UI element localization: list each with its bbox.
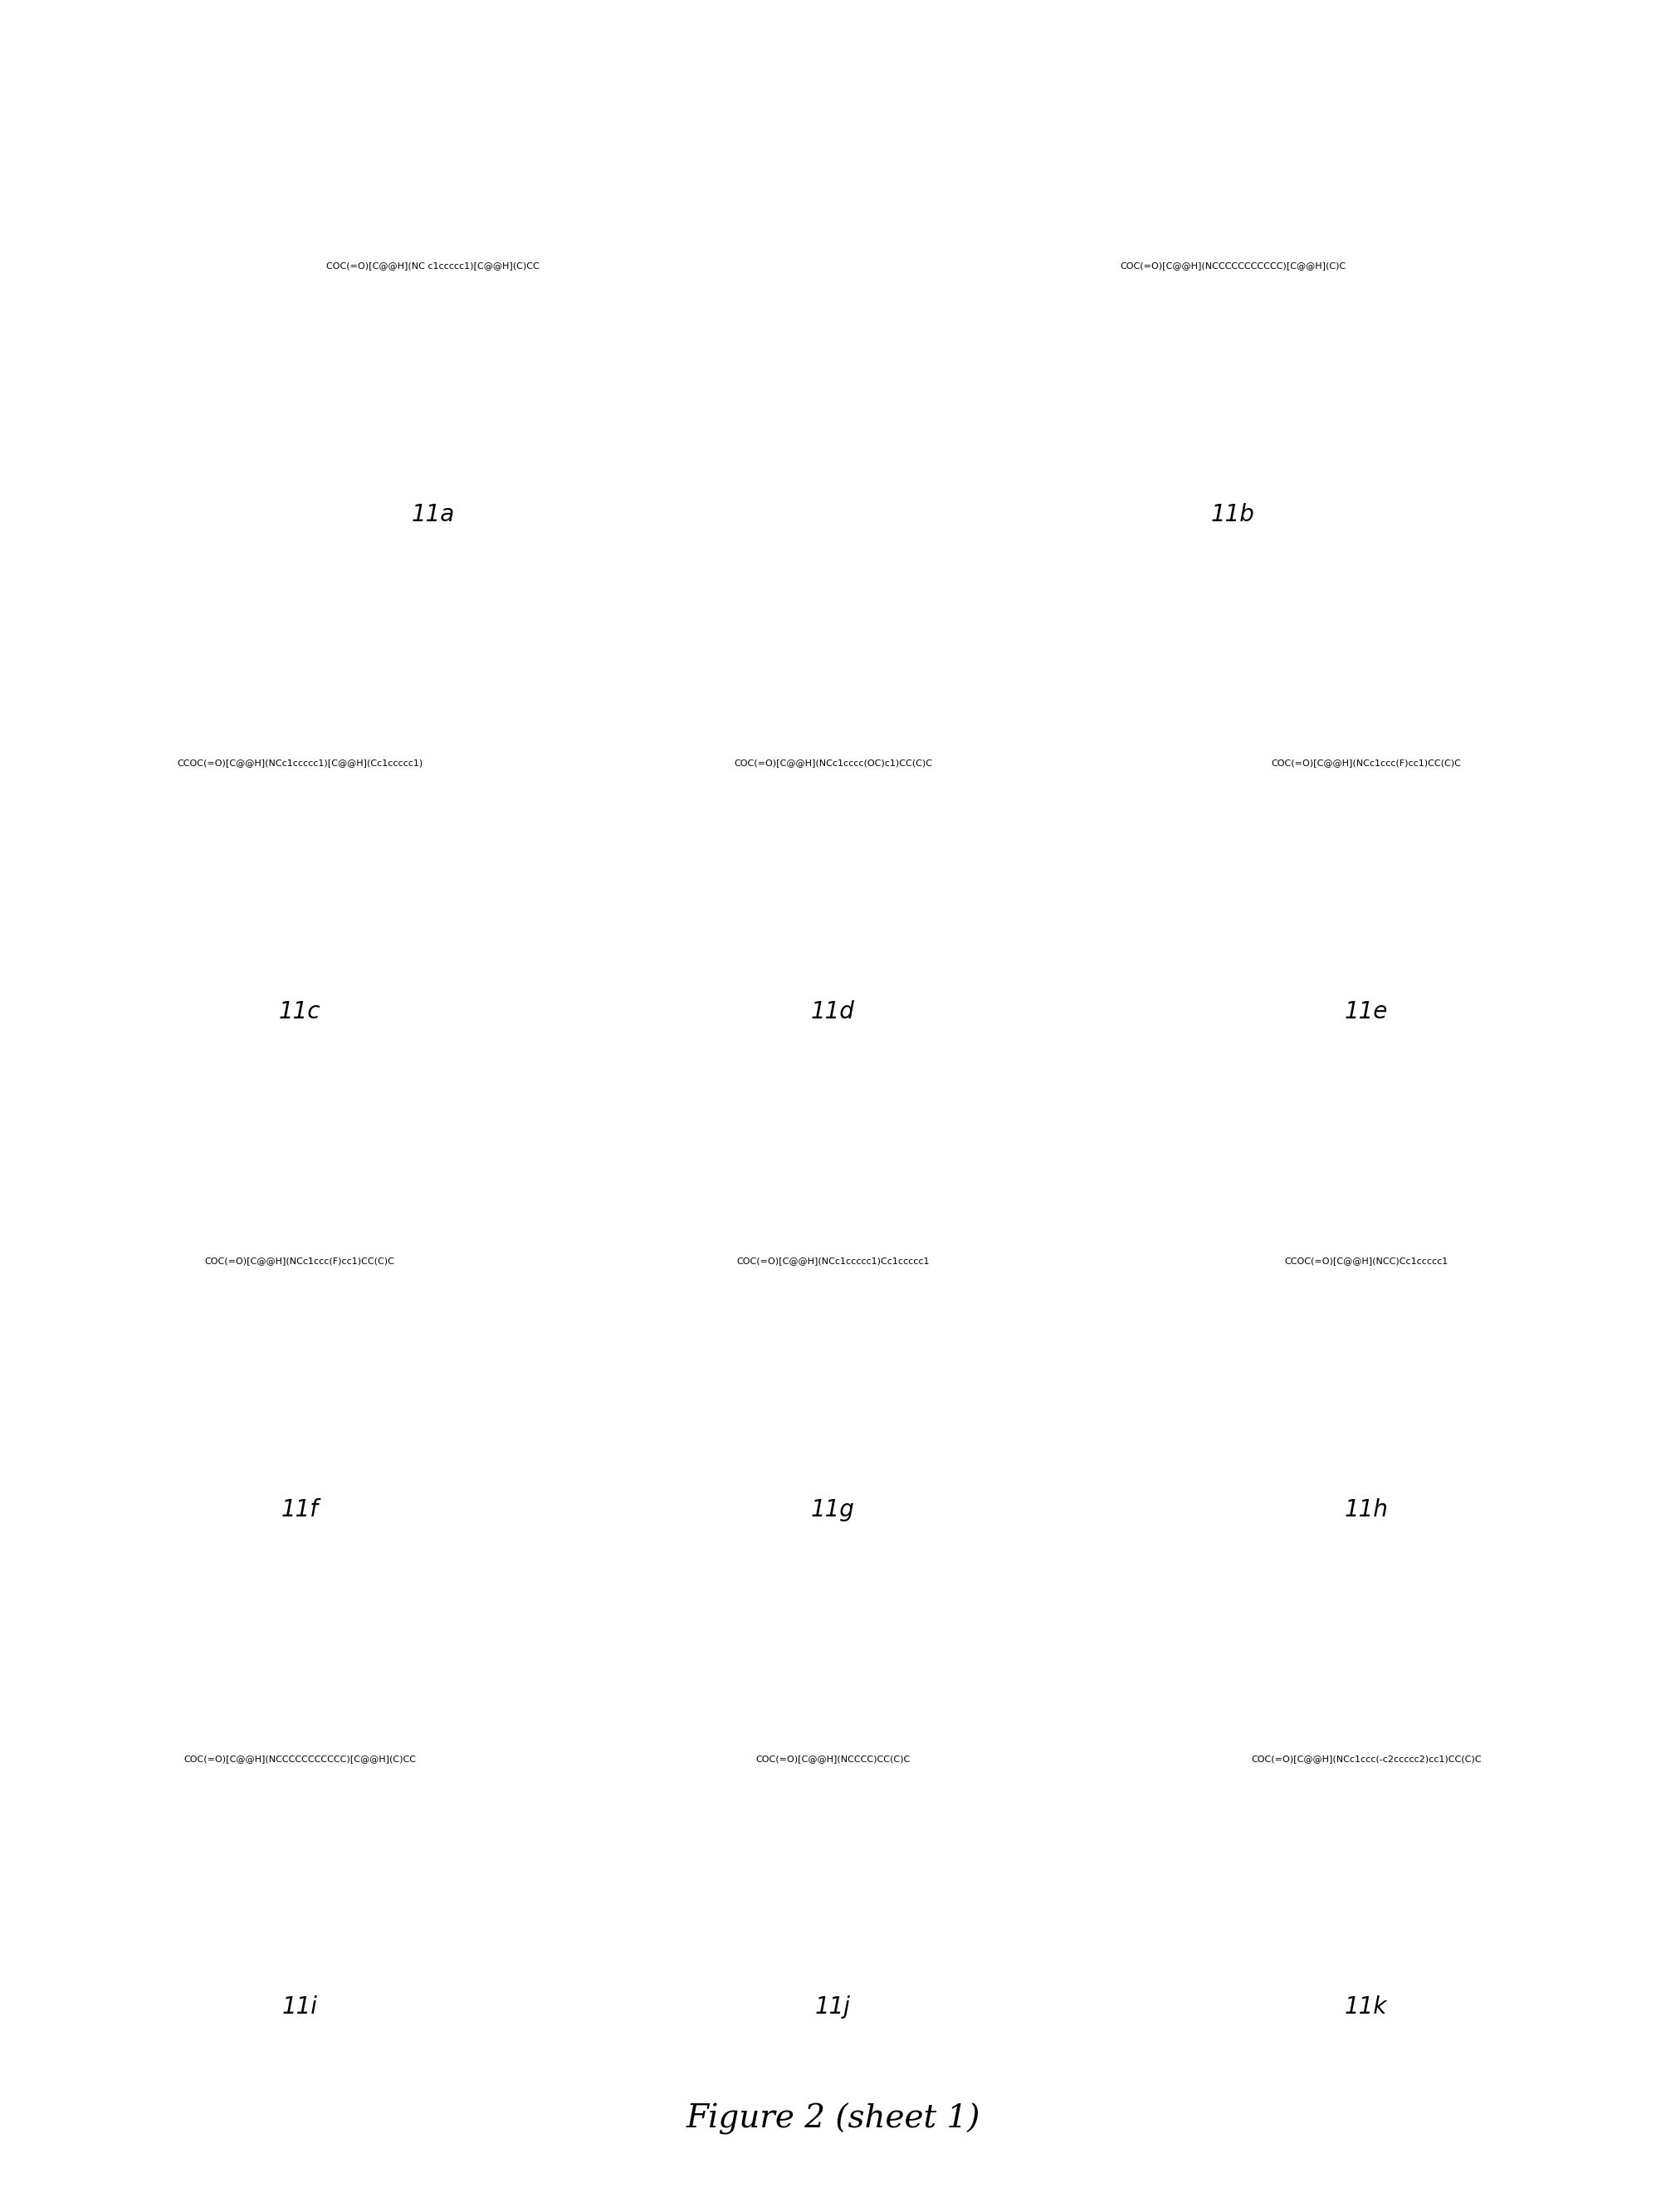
Text: 11g: 11g bbox=[811, 1498, 855, 1522]
Text: 11f: 11f bbox=[282, 1498, 318, 1522]
Text: Figure 2 (sheet 1): Figure 2 (sheet 1) bbox=[686, 2104, 980, 2135]
Text: COC(=O)[C@@H](NCCCCCCCCCCC)[C@@H](C)CC: COC(=O)[C@@H](NCCCCCCCCCCC)[C@@H](C)CC bbox=[183, 1754, 416, 1763]
Text: 11k: 11k bbox=[1344, 1995, 1388, 2020]
Text: CCOC(=O)[C@@H](NCc1ccccc1)[C@@H](Cc1ccccc1): CCOC(=O)[C@@H](NCc1ccccc1)[C@@H](Cc1cccc… bbox=[177, 759, 423, 768]
Text: 11j: 11j bbox=[815, 1995, 851, 2020]
Text: COC(=O)[C@@H](NC c1ccccc1)[C@@H](C)CC: COC(=O)[C@@H](NC c1ccccc1)[C@@H](C)CC bbox=[327, 261, 540, 270]
Text: 11c: 11c bbox=[278, 1000, 322, 1024]
Text: COC(=O)[C@@H](NCc1ccccc1)Cc1ccccc1: COC(=O)[C@@H](NCc1ccccc1)Cc1ccccc1 bbox=[736, 1256, 930, 1265]
Text: 11h: 11h bbox=[1344, 1498, 1388, 1522]
Text: COC(=O)[C@@H](NCc1ccc(-c2ccccc2)cc1)CC(C)C: COC(=O)[C@@H](NCc1ccc(-c2ccccc2)cc1)CC(C… bbox=[1251, 1754, 1481, 1763]
Text: 11b: 11b bbox=[1211, 502, 1254, 526]
Text: 11i: 11i bbox=[282, 1995, 318, 2020]
Text: COC(=O)[C@@H](NCCCC)CC(C)C: COC(=O)[C@@H](NCCCC)CC(C)C bbox=[756, 1754, 910, 1763]
Text: COC(=O)[C@@H](NCc1ccc(F)cc1)CC(C)C: COC(=O)[C@@H](NCc1ccc(F)cc1)CC(C)C bbox=[1271, 759, 1461, 768]
Text: 11d: 11d bbox=[811, 1000, 855, 1024]
Text: 11e: 11e bbox=[1344, 1000, 1388, 1024]
Text: COC(=O)[C@@H](NCc1ccc(F)cc1)CC(C)C: COC(=O)[C@@H](NCc1ccc(F)cc1)CC(C)C bbox=[205, 1256, 395, 1265]
Text: CCOC(=O)[C@@H](NCC)Cc1ccccc1: CCOC(=O)[C@@H](NCC)Cc1ccccc1 bbox=[1284, 1256, 1448, 1265]
Text: COC(=O)[C@@H](NCc1cccc(OC)c1)CC(C)C: COC(=O)[C@@H](NCc1cccc(OC)c1)CC(C)C bbox=[733, 759, 933, 768]
Text: COC(=O)[C@@H](NCCCCCCCCCCC)[C@@H](C)C: COC(=O)[C@@H](NCCCCCCCCCCC)[C@@H](C)C bbox=[1120, 261, 1346, 270]
Text: 11a: 11a bbox=[412, 502, 455, 526]
